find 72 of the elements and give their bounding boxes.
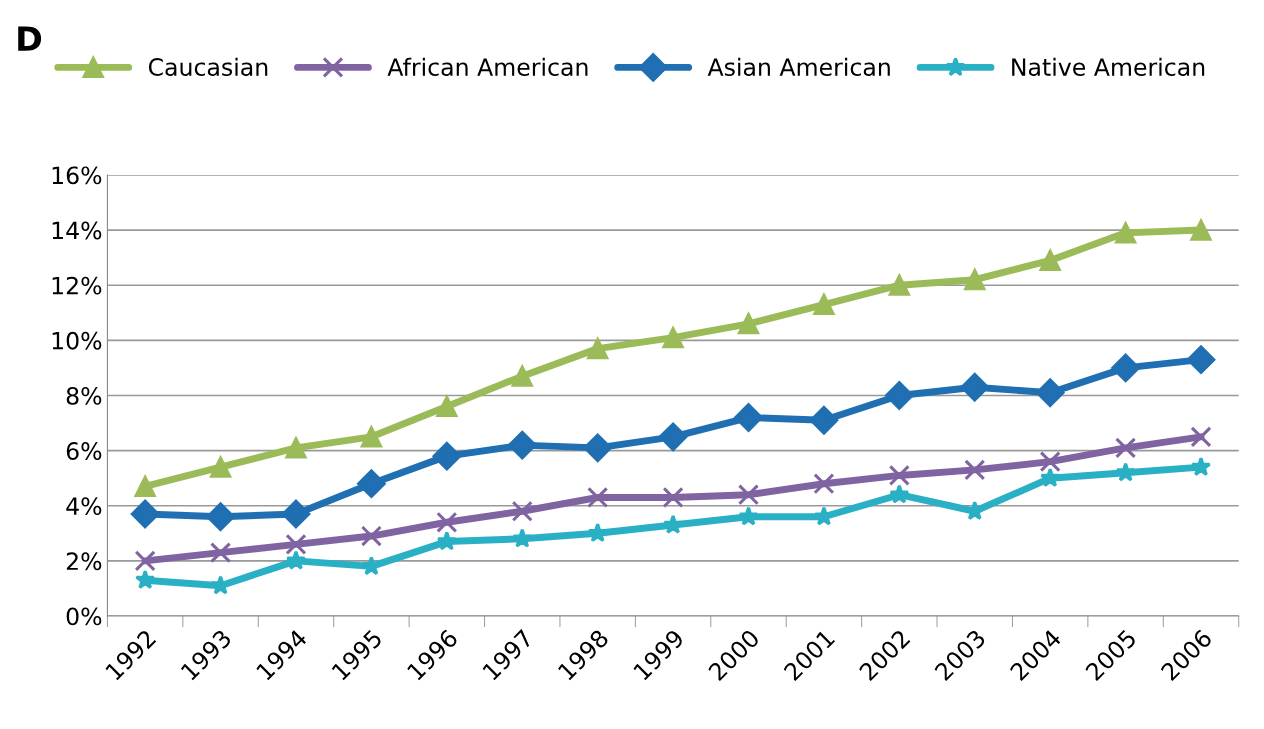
point — [357, 469, 386, 498]
point — [135, 569, 156, 589]
legend-label: African American — [387, 57, 588, 76]
point — [889, 484, 910, 504]
point — [813, 293, 835, 316]
point — [1190, 456, 1212, 476]
point — [809, 405, 839, 435]
legend-label: Caucasian — [148, 57, 268, 76]
point — [662, 327, 684, 349]
point — [511, 500, 533, 522]
point — [1186, 345, 1216, 374]
legend-label: Native American — [1012, 57, 1205, 76]
point — [512, 528, 533, 548]
point — [281, 499, 311, 529]
point — [737, 484, 760, 506]
point — [134, 475, 156, 498]
point — [1040, 467, 1061, 488]
point — [658, 422, 688, 452]
legend-label: Asian American — [707, 57, 890, 76]
point — [662, 514, 684, 534]
point — [361, 555, 382, 576]
point — [134, 550, 156, 572]
point — [285, 437, 307, 459]
point — [1111, 353, 1140, 383]
y-tick-label: 4% — [66, 497, 102, 516]
point — [587, 486, 609, 509]
point — [511, 365, 533, 387]
point — [1115, 437, 1137, 459]
y-tick-label: 12% — [52, 276, 102, 295]
y-tick-label: 6% — [66, 442, 102, 460]
point — [436, 395, 458, 418]
point — [738, 506, 759, 526]
point — [1190, 426, 1212, 448]
point — [583, 433, 612, 463]
point — [587, 338, 609, 360]
y-tick-label: 16% — [52, 166, 102, 185]
point — [1039, 451, 1061, 473]
point — [206, 502, 235, 532]
point — [1039, 249, 1061, 271]
point — [130, 499, 160, 529]
point — [813, 473, 835, 495]
point — [662, 486, 684, 509]
y-tick-label: 14% — [52, 221, 102, 240]
point — [1190, 219, 1212, 241]
point — [960, 372, 990, 402]
point — [964, 459, 986, 481]
point — [436, 531, 457, 551]
point — [587, 522, 608, 543]
point — [1115, 222, 1137, 244]
point — [1035, 378, 1065, 408]
point — [964, 269, 986, 291]
point — [436, 511, 458, 533]
point — [285, 533, 307, 555]
point — [734, 403, 763, 432]
point — [210, 542, 232, 564]
y-tick-label: 0% — [66, 607, 102, 626]
y-tick-label: 10% — [52, 331, 102, 350]
y-tick-label: 8% — [66, 386, 102, 405]
point — [360, 525, 382, 547]
point — [285, 550, 307, 570]
point — [210, 456, 232, 478]
point — [1115, 462, 1136, 482]
point — [885, 381, 914, 410]
point — [737, 313, 760, 335]
point — [210, 575, 231, 595]
y-tick-label: 2% — [66, 552, 102, 571]
point — [432, 441, 462, 471]
point — [888, 274, 910, 296]
point — [507, 430, 537, 460]
point — [888, 464, 910, 486]
point — [360, 426, 382, 448]
chart-title: D — [18, 26, 42, 51]
